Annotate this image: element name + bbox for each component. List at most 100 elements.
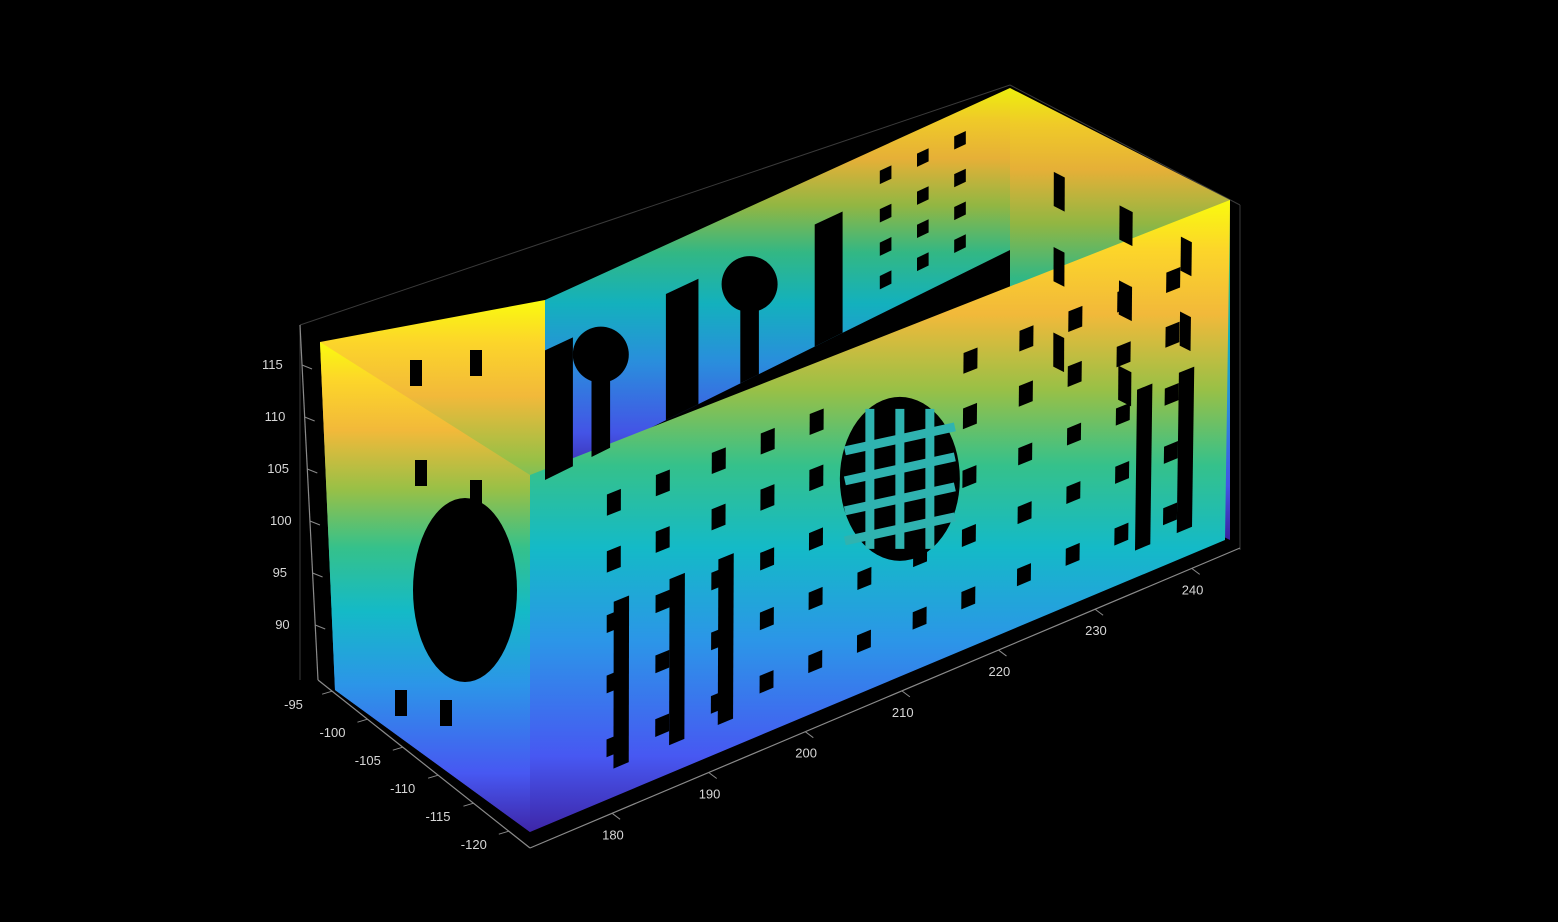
y-tick-label: -115 xyxy=(425,809,450,824)
window-opening xyxy=(912,606,927,630)
window-opening xyxy=(606,545,621,573)
y-tick-label: -95 xyxy=(284,697,303,712)
window-opening xyxy=(961,586,976,610)
window-opening xyxy=(606,488,621,516)
window-opening xyxy=(809,464,824,492)
window-opening xyxy=(1179,311,1191,352)
window-opening xyxy=(1066,481,1081,504)
window-opening xyxy=(410,360,422,386)
window-opening xyxy=(759,606,774,631)
window-opening xyxy=(1018,442,1033,466)
window-opening xyxy=(1115,461,1130,484)
door-opening xyxy=(1134,383,1153,551)
window-opening xyxy=(395,690,407,716)
window-opening xyxy=(1180,236,1192,277)
keyhole-slot xyxy=(591,359,611,457)
window-opening xyxy=(760,427,775,455)
window-opening xyxy=(1118,280,1133,322)
door-opening xyxy=(1176,366,1195,534)
window-opening xyxy=(1165,321,1180,348)
window-opening xyxy=(954,168,966,188)
window-opening xyxy=(759,670,774,694)
window-opening xyxy=(1019,325,1034,352)
window-opening xyxy=(711,503,726,531)
window-opening xyxy=(961,523,976,548)
window-opening xyxy=(440,700,452,726)
window-opening xyxy=(1116,341,1131,368)
window-opening xyxy=(954,201,966,221)
y-tick-label: -105 xyxy=(355,753,381,768)
window-opening xyxy=(1115,402,1130,426)
door-opening xyxy=(717,553,734,725)
window-opening xyxy=(1053,247,1065,287)
axis-lines xyxy=(299,324,1241,849)
x-axis-ticks: 180 190 200 210 220 230 240 xyxy=(602,568,1203,842)
x-tick-label: 210 xyxy=(892,705,914,720)
window-opening xyxy=(917,148,929,167)
window-opening xyxy=(808,649,823,674)
z-tick-label: 115 xyxy=(262,357,283,372)
tall-opening xyxy=(665,278,699,421)
x-tick-label: 190 xyxy=(699,786,721,801)
y-tick-label: -100 xyxy=(319,725,345,740)
window-opening xyxy=(963,347,978,374)
circular-opening xyxy=(572,326,629,383)
window-opening xyxy=(962,465,977,489)
window-opening xyxy=(711,447,726,475)
window-opening xyxy=(415,460,427,486)
y-tick-label: -110 xyxy=(390,781,415,796)
window-opening xyxy=(655,589,670,614)
left-round-opening xyxy=(413,498,517,682)
window-opening xyxy=(1066,422,1082,446)
window-opening xyxy=(879,237,892,256)
window-opening xyxy=(962,402,978,430)
window-opening xyxy=(808,586,823,611)
door-opening xyxy=(669,572,685,746)
z-tick-label: 110 xyxy=(265,409,286,424)
window-opening xyxy=(1016,563,1032,587)
y-axis-ticks: -95 -100 -105 -110 -115 -120 xyxy=(284,690,509,852)
window-opening xyxy=(1162,502,1178,526)
window-opening xyxy=(856,629,871,653)
window-opening xyxy=(1163,441,1178,464)
window-opening xyxy=(1114,522,1129,546)
window-opening xyxy=(655,713,670,737)
x-tick-label: 180 xyxy=(602,827,624,842)
window-opening xyxy=(1017,501,1032,525)
window-opening xyxy=(1053,171,1065,212)
building-openings xyxy=(395,131,1195,769)
z-tick-label: 105 xyxy=(267,461,289,476)
x-tick-label: 220 xyxy=(989,664,1011,679)
window-opening xyxy=(879,270,892,290)
x-tick-label: 240 xyxy=(1182,582,1204,597)
window-opening xyxy=(917,252,929,272)
z-tick-label: 95 xyxy=(273,565,287,580)
window-opening xyxy=(954,234,966,253)
z-tick-label: 100 xyxy=(270,513,292,528)
window-opening xyxy=(808,527,823,551)
z-tick-label: 90 xyxy=(275,617,289,632)
x-tick-label: 200 xyxy=(795,746,817,761)
window-opening xyxy=(917,186,929,205)
window-opening xyxy=(1178,396,1190,437)
window-opening xyxy=(655,469,670,497)
x-tick-label: 230 xyxy=(1085,623,1107,638)
window-opening xyxy=(760,484,775,511)
tall-opening xyxy=(545,337,573,480)
window-opening xyxy=(1068,305,1083,333)
window-opening xyxy=(655,649,670,674)
round-opening-grille xyxy=(843,408,956,549)
z-axis-ticks: 115 110 105 100 95 90 xyxy=(262,357,326,632)
window-opening xyxy=(655,526,670,553)
axis-grid xyxy=(299,84,1241,680)
window-opening xyxy=(470,480,482,506)
window-opening xyxy=(917,219,929,239)
window-opening xyxy=(1065,542,1080,566)
window-opening xyxy=(879,165,892,185)
window-opening xyxy=(1018,380,1033,407)
window-opening xyxy=(1118,365,1132,407)
window-opening xyxy=(1164,383,1179,406)
window-opening xyxy=(954,131,966,150)
window-opening xyxy=(760,547,775,571)
